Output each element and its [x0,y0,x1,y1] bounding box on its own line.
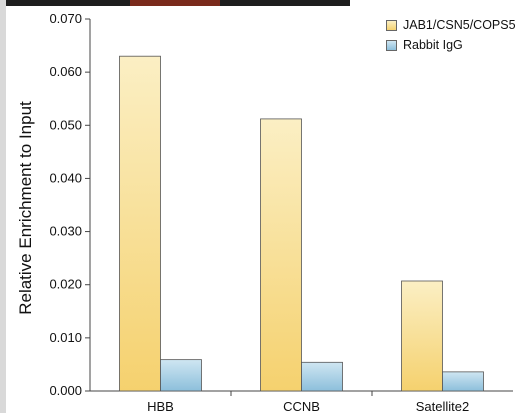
y-tick-label-4: 0.040 [49,170,82,185]
y-tick-label-1: 0.010 [49,330,82,345]
legend-label-series-1: JAB1/CSN5/COPS5 [403,18,516,32]
legend-swatch-series-2 [386,39,397,51]
bar-ccnb-series-2 [301,361,343,392]
legend-item-series-2: Rabbit IgG [386,35,516,55]
bar-satellite2-series-2 [442,371,484,392]
legend-item-series-1: JAB1/CSN5/COPS5 [386,15,516,35]
x-tick-label-1: CCNB [283,399,320,413]
y-tick-label-3: 0.030 [49,224,82,239]
y-tick-label-0: 0.000 [49,383,82,398]
chart-legend: JAB1/CSN5/COPS5 Rabbit IgG [386,15,516,55]
x-tick-label-0: HBB [147,399,174,413]
bar-hbb-series-2 [160,359,202,392]
window-left-border [0,0,6,413]
y-tick-label-7: 0.070 [49,11,82,26]
bar-ccnb-series-1 [260,118,302,392]
y-tick-label-6: 0.060 [49,64,82,79]
legend-swatch-series-1 [386,19,397,31]
window-top-bar-accent [130,0,220,6]
bar-satellite2-series-1 [401,280,443,392]
bar-hbb-series-1 [119,55,161,392]
legend-label-series-2: Rabbit IgG [403,38,463,52]
y-tick-label-5: 0.050 [49,117,82,132]
chart-axes: 0.000 0.010 0.020 0.030 0.040 0.050 0.060 0.070… [49,11,513,413]
chart-bars [119,55,484,392]
x-tick-label-2: Satellite2 [416,399,469,413]
y-tick-label-2: 0.020 [49,277,82,292]
